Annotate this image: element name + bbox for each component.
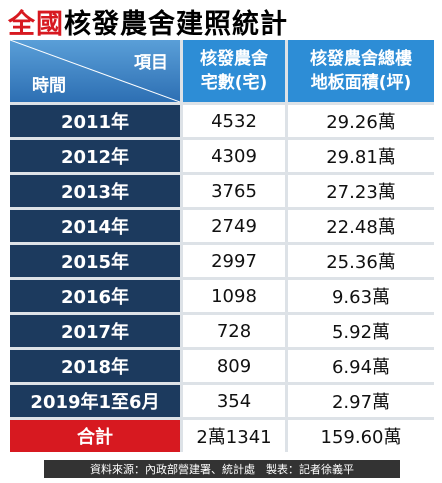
area-cell: 6.94萬 — [288, 350, 434, 382]
total-label: 合計 — [10, 420, 180, 452]
area-cell: 29.81萬 — [288, 140, 434, 172]
area-cell: 5.92萬 — [288, 315, 434, 347]
count-cell: 2997 — [183, 245, 285, 277]
header-line: 核發農舍總樓 — [310, 49, 412, 69]
row-label: 2016年 — [10, 280, 180, 312]
header-line: 核發農舍 — [200, 49, 268, 69]
area-cell: 2.97萬 — [288, 385, 434, 417]
row-label: 2013年 — [10, 175, 180, 207]
header-line: 宅數(宅) — [200, 73, 268, 93]
row-label: 2012年 — [10, 140, 180, 172]
table: 項目 時間 核發農舍 宅數(宅) 核發農舍總樓 地板面積(坪) 2011年 4532 2… — [10, 40, 434, 452]
area-cell: 25.36萬 — [288, 245, 434, 277]
row-label: 2011年 — [10, 105, 180, 137]
total-area: 159.60萬 — [288, 420, 434, 452]
area-cell: 22.48萬 — [288, 210, 434, 242]
count-cell: 3765 — [183, 175, 285, 207]
header-col2: 核發農舍總樓 地板面積(坪) — [288, 40, 434, 102]
area-cell: 27.23萬 — [288, 175, 434, 207]
area-cell: 29.26萬 — [288, 105, 434, 137]
corner-header: 項目 時間 — [10, 40, 180, 102]
header-line: 地板面積(坪) — [310, 73, 412, 93]
row-label: 2018年 — [10, 350, 180, 382]
corner-bottom: 時間 — [32, 76, 66, 96]
count-cell: 728 — [183, 315, 285, 347]
title-rest: 核發農舍建照統計 — [64, 9, 288, 40]
row-label: 2015年 — [10, 245, 180, 277]
corner-top: 項目 — [134, 53, 168, 73]
footer: 資料來源：內政部營建署、統計處 製表：記者徐義平 — [44, 460, 400, 478]
count-cell: 354 — [183, 385, 285, 417]
title: 全國核發農舍建照統計 — [8, 2, 288, 41]
count-cell: 2749 — [183, 210, 285, 242]
count-cell: 1098 — [183, 280, 285, 312]
header-col1: 核發農舍宅數(宅) — [183, 40, 285, 102]
row-label: 2017年 — [10, 315, 180, 347]
count-cell: 4532 — [183, 105, 285, 137]
row-label: 2014年 — [10, 210, 180, 242]
area-cell: 9.63萬 — [288, 280, 434, 312]
diagonal — [10, 40, 180, 102]
count-cell: 809 — [183, 350, 285, 382]
total-count: 2萬1341 — [183, 420, 285, 452]
count-cell: 4309 — [183, 140, 285, 172]
row-label: 2019年1至6月 — [10, 385, 180, 417]
title-highlight: 全國 — [8, 9, 64, 40]
